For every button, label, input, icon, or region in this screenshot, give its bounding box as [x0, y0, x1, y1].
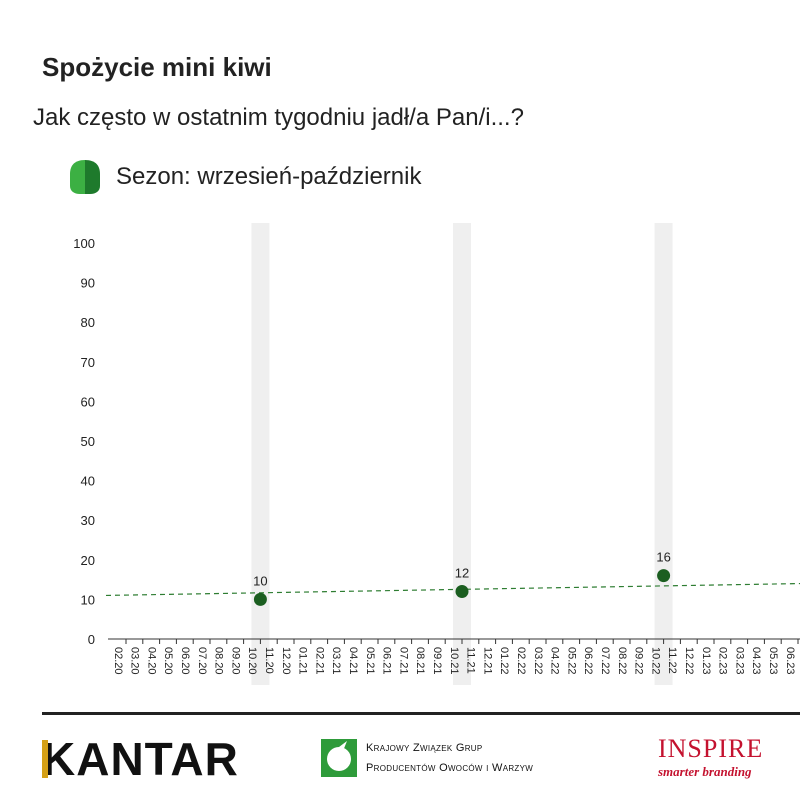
data-point [657, 569, 671, 583]
x-tick-label: 11.22 [666, 647, 678, 674]
x-tick-label: 05.21 [364, 647, 376, 675]
data-label: 12 [455, 565, 469, 580]
x-tick-label: 04.21 [347, 647, 359, 675]
x-tick-label: 02.20 [112, 647, 124, 675]
data-label: 16 [656, 550, 670, 565]
x-tick-label: 12.22 [683, 647, 695, 675]
x-tick-label: 04.22 [549, 647, 561, 675]
leaf-icon-right [85, 160, 100, 194]
x-tick-label: 09.22 [633, 647, 645, 675]
x-tick-label: 07.22 [599, 647, 611, 675]
kzgp-logo: Krajowy Związek Grup Producentów Owoców … [320, 738, 533, 778]
x-tick-label: 08.20 [213, 647, 225, 675]
kzgp-emblem-icon [321, 739, 357, 777]
x-tick-label: 04.23 [750, 647, 762, 675]
trendline-group [105, 582, 800, 597]
highlight-band [251, 223, 270, 685]
season-legend: Sezon: wrzesień-październik [68, 158, 421, 196]
x-tick-label: 04.20 [145, 647, 157, 675]
inspire-tagline: smarter branding [658, 764, 752, 779]
leaf-icon [70, 160, 100, 194]
y-tick-label: 40 [81, 474, 95, 489]
x-tick-label: 06.21 [381, 647, 393, 675]
highlight-bands [251, 223, 673, 685]
y-tick-label: 10 [81, 592, 95, 607]
x-tick-label: 06.22 [582, 647, 594, 675]
inspire-logo: INSPIRE smarter branding [658, 736, 763, 780]
chart-title: Spożycie mini kiwi [42, 52, 272, 82]
y-tick-label: 100 [73, 236, 95, 251]
x-tick-label: 05.22 [565, 647, 577, 675]
x-tick-label: 11.21 [465, 647, 477, 674]
y-tick-label: 80 [81, 315, 95, 330]
trendline [105, 582, 800, 597]
y-tick-label: 70 [81, 355, 95, 370]
x-tick-label: 11.20 [263, 647, 275, 674]
chart-subtitle: Jak często w ostatnim tygodniu jadł/a Pa… [33, 104, 524, 131]
x-tick-label: 03.20 [129, 647, 141, 675]
x-tick-label: 06.20 [179, 647, 191, 675]
x-tick-label: 01.22 [498, 647, 510, 675]
leaf-icon-left [70, 160, 85, 194]
y-tick-label: 20 [81, 553, 95, 568]
x-tick-label: 07.21 [397, 647, 409, 675]
footer-divider [42, 712, 800, 715]
y-tick-label: 30 [81, 513, 95, 528]
x-tick-label: 08.22 [616, 647, 628, 675]
y-tick-label: 90 [81, 276, 95, 291]
x-tick-label: 03.22 [532, 647, 544, 675]
x-tick-label: 10.20 [246, 647, 258, 675]
x-tick-label: 03.21 [330, 647, 342, 675]
x-tick-label: 10.21 [448, 647, 460, 675]
y-tick-label: 0 [88, 632, 95, 647]
x-tick-label: 05.20 [162, 647, 174, 675]
y-tick-label: 50 [81, 434, 95, 449]
highlight-band [654, 223, 673, 685]
x-tick-label: 09.21 [431, 647, 443, 675]
kantar-logo: KANTAR [42, 733, 239, 785]
x-tick-label: 03.23 [733, 647, 745, 675]
x-tick-label: 12.21 [481, 647, 493, 675]
data-label: 10 [253, 573, 267, 588]
x-tick-label: 08.21 [414, 647, 426, 675]
x-tick-label: 01.23 [700, 647, 712, 675]
x-tick-label: 12.20 [280, 647, 292, 675]
x-axis-ticks: 02.20 03.20 04.20 05.20 06.20 07.20 08.20 09.20… [112, 639, 799, 675]
inspire-name: INSPIRE [658, 734, 764, 763]
x-tick-label: 06.23 [784, 647, 796, 675]
highlight-band [453, 223, 471, 685]
x-tick-label: 01.21 [297, 647, 309, 675]
data-point [455, 584, 469, 598]
x-tick-label: 07.20 [196, 647, 208, 675]
x-tick-label: 02.23 [717, 647, 729, 675]
data-points: 10 12 16 [253, 550, 671, 606]
kzgp-line2: Producentów Owoców i Warzyw [366, 762, 534, 774]
data-point [253, 592, 267, 606]
kzgp-line1: Krajowy Związek Grup [366, 742, 483, 754]
x-tick-label: 09.20 [229, 647, 241, 675]
x-tick-label: 05.23 [767, 647, 779, 675]
x-tick-label: 02.21 [313, 647, 325, 675]
x-tick-label: 10.22 [649, 647, 661, 675]
season-label: Sezon: wrzesień-październik [116, 163, 422, 190]
y-tick-label: 60 [81, 394, 95, 409]
x-tick-label: 02.22 [515, 647, 527, 675]
kantar-logo-accent [42, 740, 48, 778]
